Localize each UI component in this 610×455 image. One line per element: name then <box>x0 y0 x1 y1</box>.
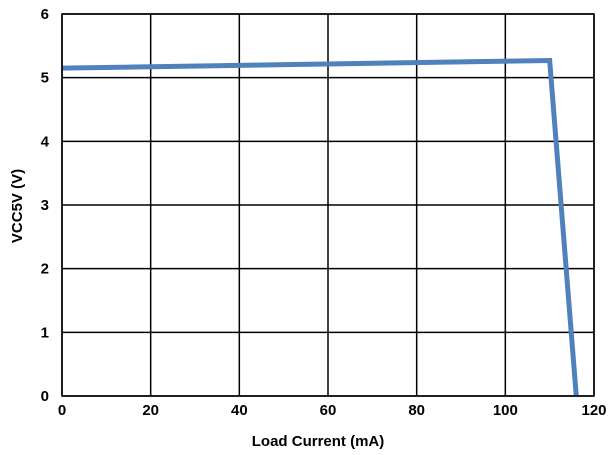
y-tick-label: 3 <box>41 197 49 214</box>
y-tick-label: 4 <box>41 133 50 150</box>
y-tick-label: 5 <box>41 70 49 87</box>
x-tick-label: 120 <box>581 402 606 419</box>
y-tick-label: 2 <box>41 261 49 278</box>
x-tick-label: 60 <box>320 402 337 419</box>
series-layer <box>61 57 579 397</box>
y-axis-title: VCC5V (V) <box>9 169 26 243</box>
y-tick-label: 1 <box>41 324 49 341</box>
y-tick-labels: 0 1 2 3 4 5 6 <box>41 6 50 405</box>
x-tick-label: 80 <box>408 402 425 419</box>
y-tick-label: 0 <box>41 388 49 405</box>
x-tick-label: 40 <box>231 402 248 419</box>
x-tick-label: 0 <box>58 402 66 419</box>
x-tick-labels: 0 20 40 60 80 100 120 <box>58 402 607 419</box>
y-tick-label: 6 <box>41 6 49 23</box>
plot-border <box>61 13 595 397</box>
series-line <box>61 57 579 397</box>
x-axis-title: Load Current (mA) <box>252 433 385 450</box>
x-tick-label: 100 <box>493 402 518 419</box>
x-tick-label: 20 <box>142 402 159 419</box>
